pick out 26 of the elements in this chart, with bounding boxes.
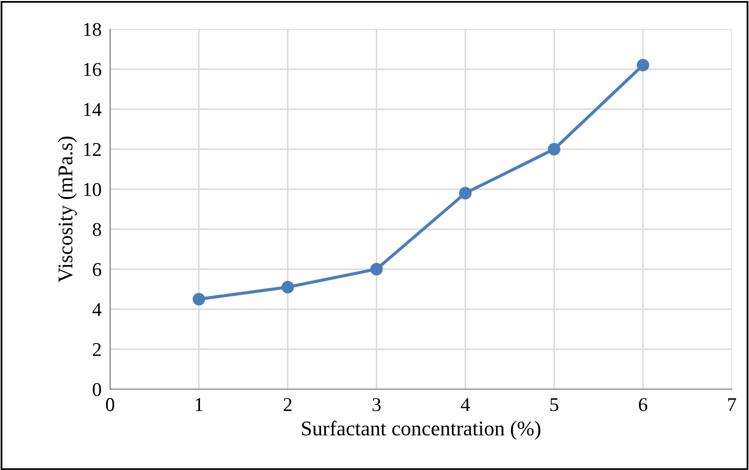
point: [370, 262, 383, 276]
point: [459, 186, 472, 200]
y-tick-label: 18: [84, 22, 102, 36]
y-tick-label: 4: [92, 303, 102, 316]
x-tick-label: 4: [460, 398, 470, 411]
point: [548, 142, 560, 156]
y-axis-title: Viscosity (mPa.s): [58, 136, 77, 282]
y-tick-label: 6: [92, 263, 102, 276]
x-tick-label: 3: [372, 398, 381, 412]
point: [281, 280, 294, 294]
x-tick-label: 0: [106, 398, 114, 412]
x-tick-label: 2: [284, 398, 292, 411]
x-tick-label: 5: [550, 398, 558, 412]
y-tick-label: 2: [92, 343, 101, 356]
y-tick-label: 14: [84, 103, 102, 116]
y-tick-label: 12: [84, 143, 101, 156]
x-axis-title: Surfactant concentration (%): [302, 420, 540, 440]
x-tick-label: 6: [638, 398, 648, 412]
point: [636, 58, 650, 72]
point: [192, 292, 206, 306]
y-tick-label: 10: [84, 182, 102, 196]
x-tick-label: 7: [728, 398, 736, 411]
x-tick-label: 1: [196, 398, 203, 411]
y-tick-label: 0: [92, 382, 102, 396]
y-tick-label: 16: [84, 63, 102, 76]
y-tick-label: 8: [92, 222, 102, 236]
